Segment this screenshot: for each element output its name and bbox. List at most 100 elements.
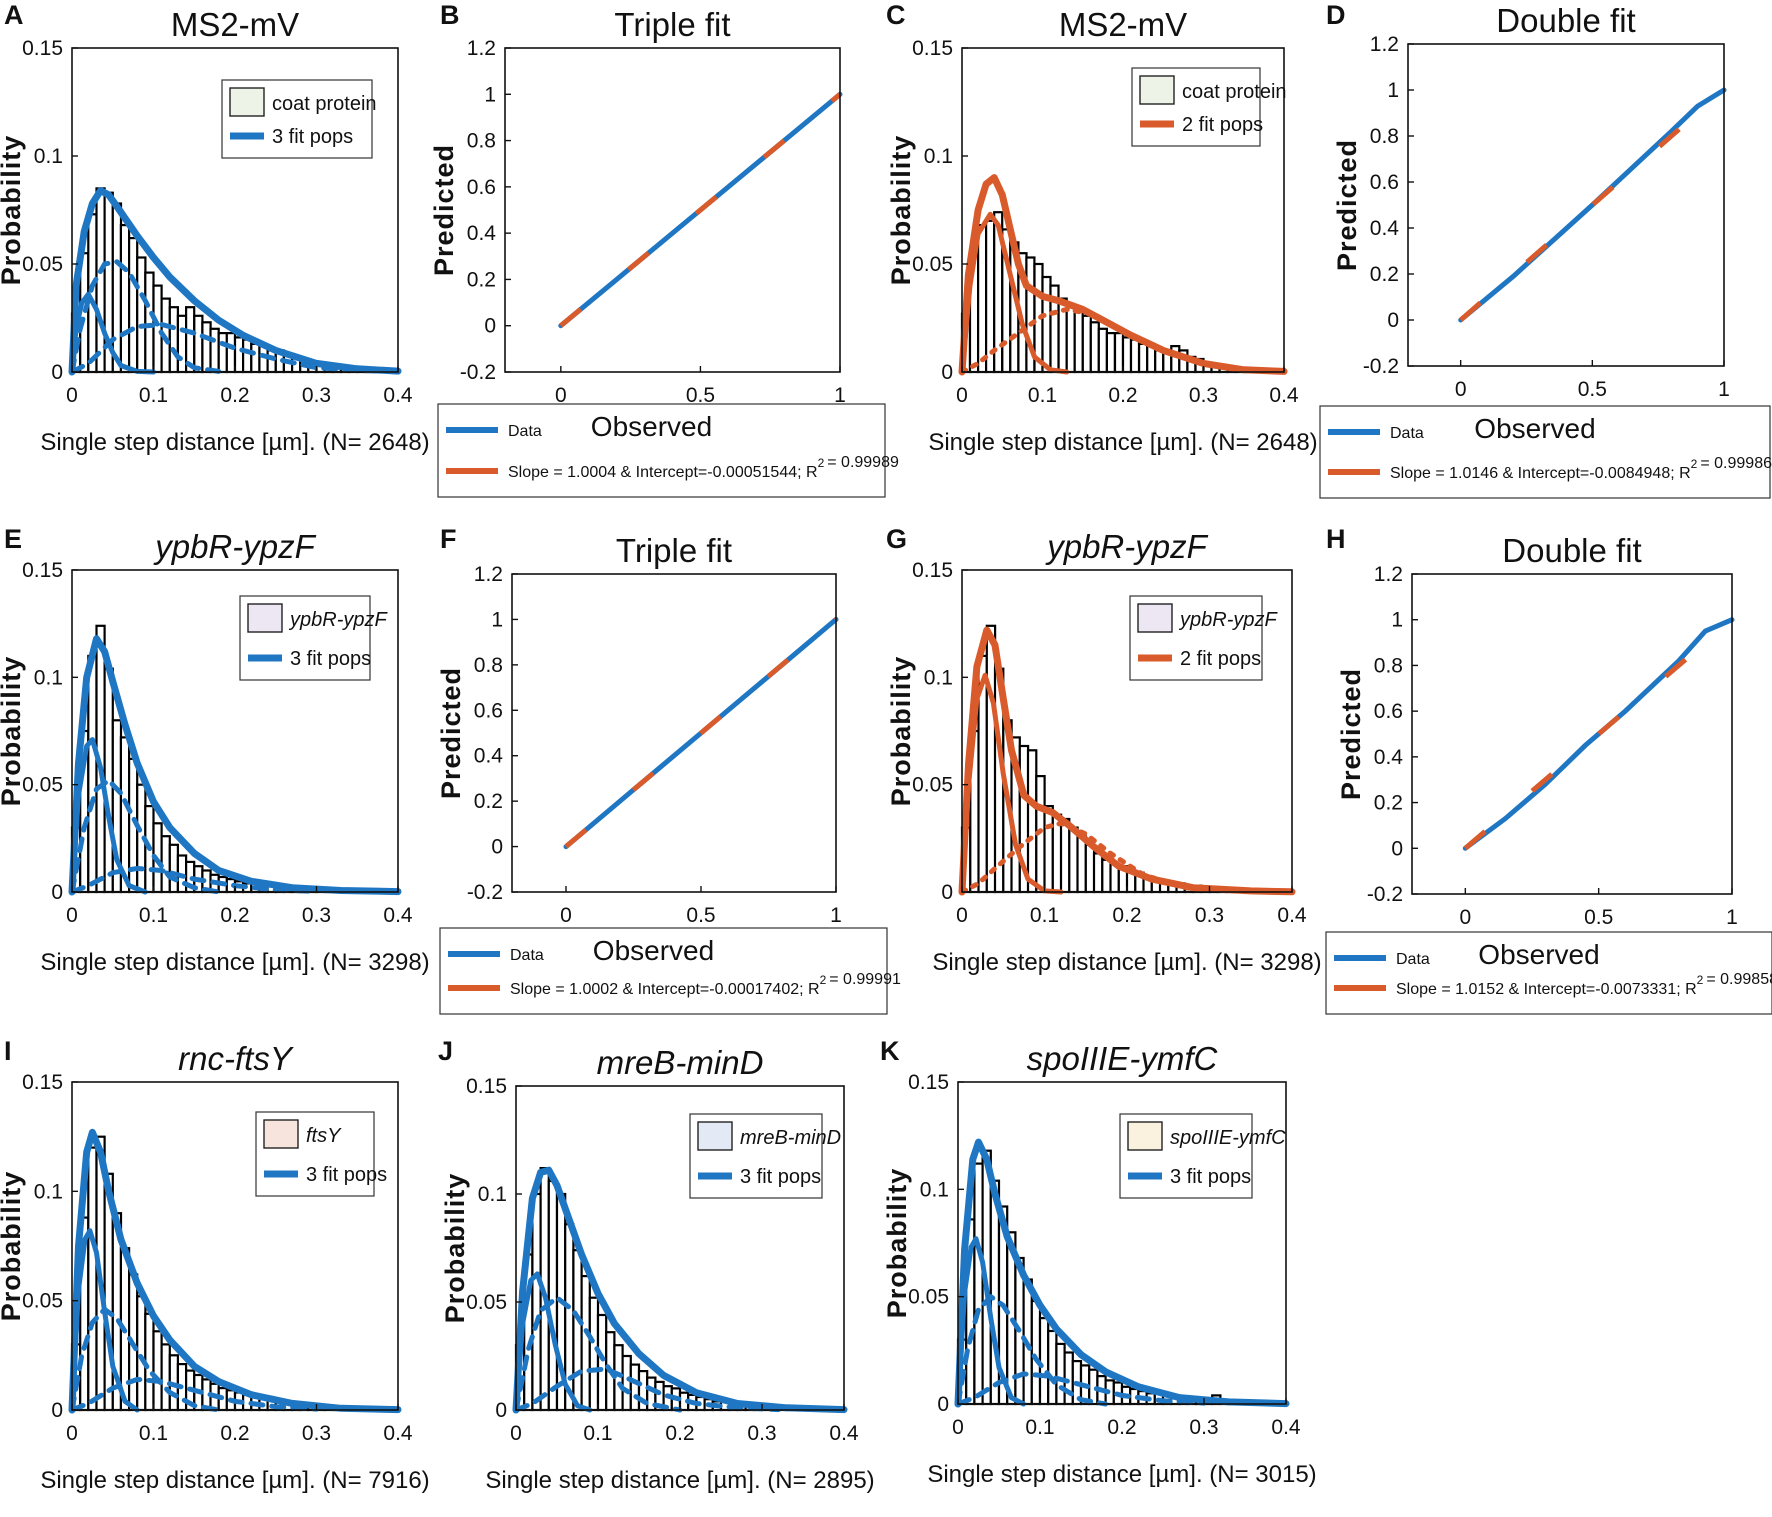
- y-axis-label: Probability: [886, 656, 916, 807]
- legend-bar-label: spoIIIE-ymfC: [1170, 1127, 1286, 1149]
- legend-fit-text: Slope = 1.0004 & Intercept=-0.00051544; …: [508, 464, 818, 481]
- fit-curve-total: [954, 1138, 1290, 1408]
- fit-curve-pop2: [955, 1294, 1109, 1407]
- histogram-bar: [225, 332, 237, 374]
- legend-swatch: [1139, 75, 1175, 105]
- x-tick-label: 0.2: [1108, 384, 1137, 407]
- y-axis-label: Probability: [0, 656, 26, 807]
- axes-box: [504, 47, 841, 373]
- y-tick-label: 0.15: [22, 559, 63, 582]
- legend: coat protein 2 fit pops: [1131, 67, 1287, 147]
- panel-title: spoIIIE-ymfC: [1027, 1040, 1219, 1077]
- fit-curve-pop1: [69, 291, 156, 375]
- y-tick-label: 0.1: [34, 145, 63, 168]
- x-tick-label: 0.2: [220, 904, 249, 927]
- data-line: [1462, 617, 1735, 851]
- fit-curve-pop3: [69, 865, 319, 895]
- y-tick-label: 0.15: [912, 37, 953, 60]
- y-tick-label: 0.15: [912, 559, 953, 582]
- legend: ftsY 3 fit pops: [255, 1111, 387, 1197]
- histogram-bar: [233, 336, 245, 374]
- legend-fit-text: Slope = 1.0146 & Intercept=-0.0084948; R: [1390, 465, 1691, 482]
- panel-letter: C: [886, 0, 906, 30]
- histogram-bar: [1030, 1299, 1042, 1406]
- x-tick-label: 0.4: [383, 1422, 413, 1445]
- histogram-bar: [209, 327, 220, 374]
- y-tick-label: 0: [941, 361, 953, 384]
- y-tick-label: 0: [1391, 837, 1403, 860]
- x-tick-label: 0.3: [747, 1422, 776, 1445]
- histogram-bar: [1092, 852, 1104, 894]
- y-tick-label: 0.1: [34, 666, 63, 689]
- histogram-bar: [242, 338, 253, 374]
- legend-line-label: 2 fit pops: [1180, 648, 1261, 670]
- histogram-bar: [87, 1146, 98, 1412]
- legend-fit-r2: = 0.99986: [1700, 455, 1772, 472]
- y-tick-label: 0.8: [1370, 125, 1399, 148]
- x-tick-label: 0: [952, 1416, 964, 1439]
- y-axis-label: Probability: [440, 1173, 470, 1324]
- histogram-bar: [1084, 843, 1096, 894]
- panel-title: mreB-minD: [597, 1044, 764, 1081]
- panel-letter: I: [4, 1036, 12, 1066]
- legend-box: [689, 1113, 823, 1199]
- y-tick-label: 0.8: [467, 130, 496, 153]
- legend-swatch: [247, 603, 283, 633]
- legend: mreB-minD 3 fit pops: [689, 1113, 841, 1199]
- legend-fit-superscript: 2: [820, 973, 827, 987]
- histogram-bar: [168, 306, 180, 374]
- y-tick-label: -0.2: [467, 881, 503, 904]
- panel-letter: E: [4, 524, 22, 554]
- panel-letter: F: [440, 524, 457, 554]
- legend-fit-text: Slope = 1.0152 & Intercept=-0.0073331; R: [1396, 981, 1697, 998]
- y-tick-label: -0.2: [1367, 883, 1403, 906]
- histogram-bar: [1047, 1329, 1058, 1406]
- histogram-bar: [596, 1313, 608, 1412]
- legend: spoIIIE-ymfC 3 fit pops: [1119, 1113, 1286, 1199]
- x-axis-label: Single step distance [µm]. (N= 3298): [932, 949, 1321, 976]
- y-tick-label: 0.8: [1374, 654, 1403, 677]
- legend-fit-superscript: 2: [818, 456, 825, 470]
- y-tick-label: 0: [484, 315, 496, 338]
- x-tick-label: 0.2: [665, 1422, 694, 1445]
- panel-title: rnc-ftsY: [178, 1040, 294, 1077]
- x-tick-label: 0: [956, 904, 968, 927]
- legend-fit-r2: = 0.99991: [829, 971, 901, 988]
- y-tick-label: 0: [51, 881, 63, 904]
- legend-bar-label: coat protein: [1182, 81, 1287, 103]
- histogram-bar: [1068, 826, 1079, 894]
- histogram-bar: [250, 342, 261, 374]
- x-tick-label: 0: [510, 1422, 522, 1445]
- x-tick-label: 0.2: [1112, 904, 1141, 927]
- x-tick-label: 1: [1726, 906, 1738, 929]
- legend-fit-r2: = 0.99989: [827, 454, 899, 471]
- y-axis-label: Predicted: [1336, 668, 1366, 800]
- y-tick-label: 0.2: [467, 268, 496, 291]
- x-tick-label: 0: [956, 384, 968, 407]
- histogram-bar: [531, 1192, 542, 1412]
- x-tick-label: 0.4: [1269, 384, 1299, 407]
- x-tick-label: 0.2: [220, 1422, 249, 1445]
- fit-curve-pop1: [513, 1271, 593, 1413]
- x-tick-label: 0.3: [1189, 1416, 1218, 1439]
- fit-curve-total: [68, 187, 402, 376]
- x-tick-label: 0.3: [302, 904, 331, 927]
- y-tick-label: 0.2: [1370, 263, 1399, 286]
- histogram-bar: [217, 332, 228, 374]
- histogram-bar: [144, 271, 155, 374]
- y-axis-label: Probability: [882, 1168, 912, 1319]
- legend-line-label: 3 fit pops: [272, 126, 353, 148]
- x-tick-label: 0.4: [1277, 904, 1307, 927]
- panel-b: B Triple fit 0 0.5 1 -0.2 0 0.2 0.4 0.6 0.8 1 1.2 Pre…: [429, 0, 899, 498]
- panel-title: Double fit: [1502, 532, 1641, 569]
- legend-fit-text: Slope = 1.0002 & Intercept=-0.00017402; …: [510, 981, 820, 998]
- histogram-bar: [1113, 332, 1125, 374]
- y-tick-label: 0.15: [22, 37, 63, 60]
- legend-data-label: Data: [1396, 951, 1430, 968]
- x-tick-label: 0.5: [686, 904, 715, 927]
- y-axis-label: Probability: [0, 135, 26, 286]
- axes-box: [1411, 573, 1733, 895]
